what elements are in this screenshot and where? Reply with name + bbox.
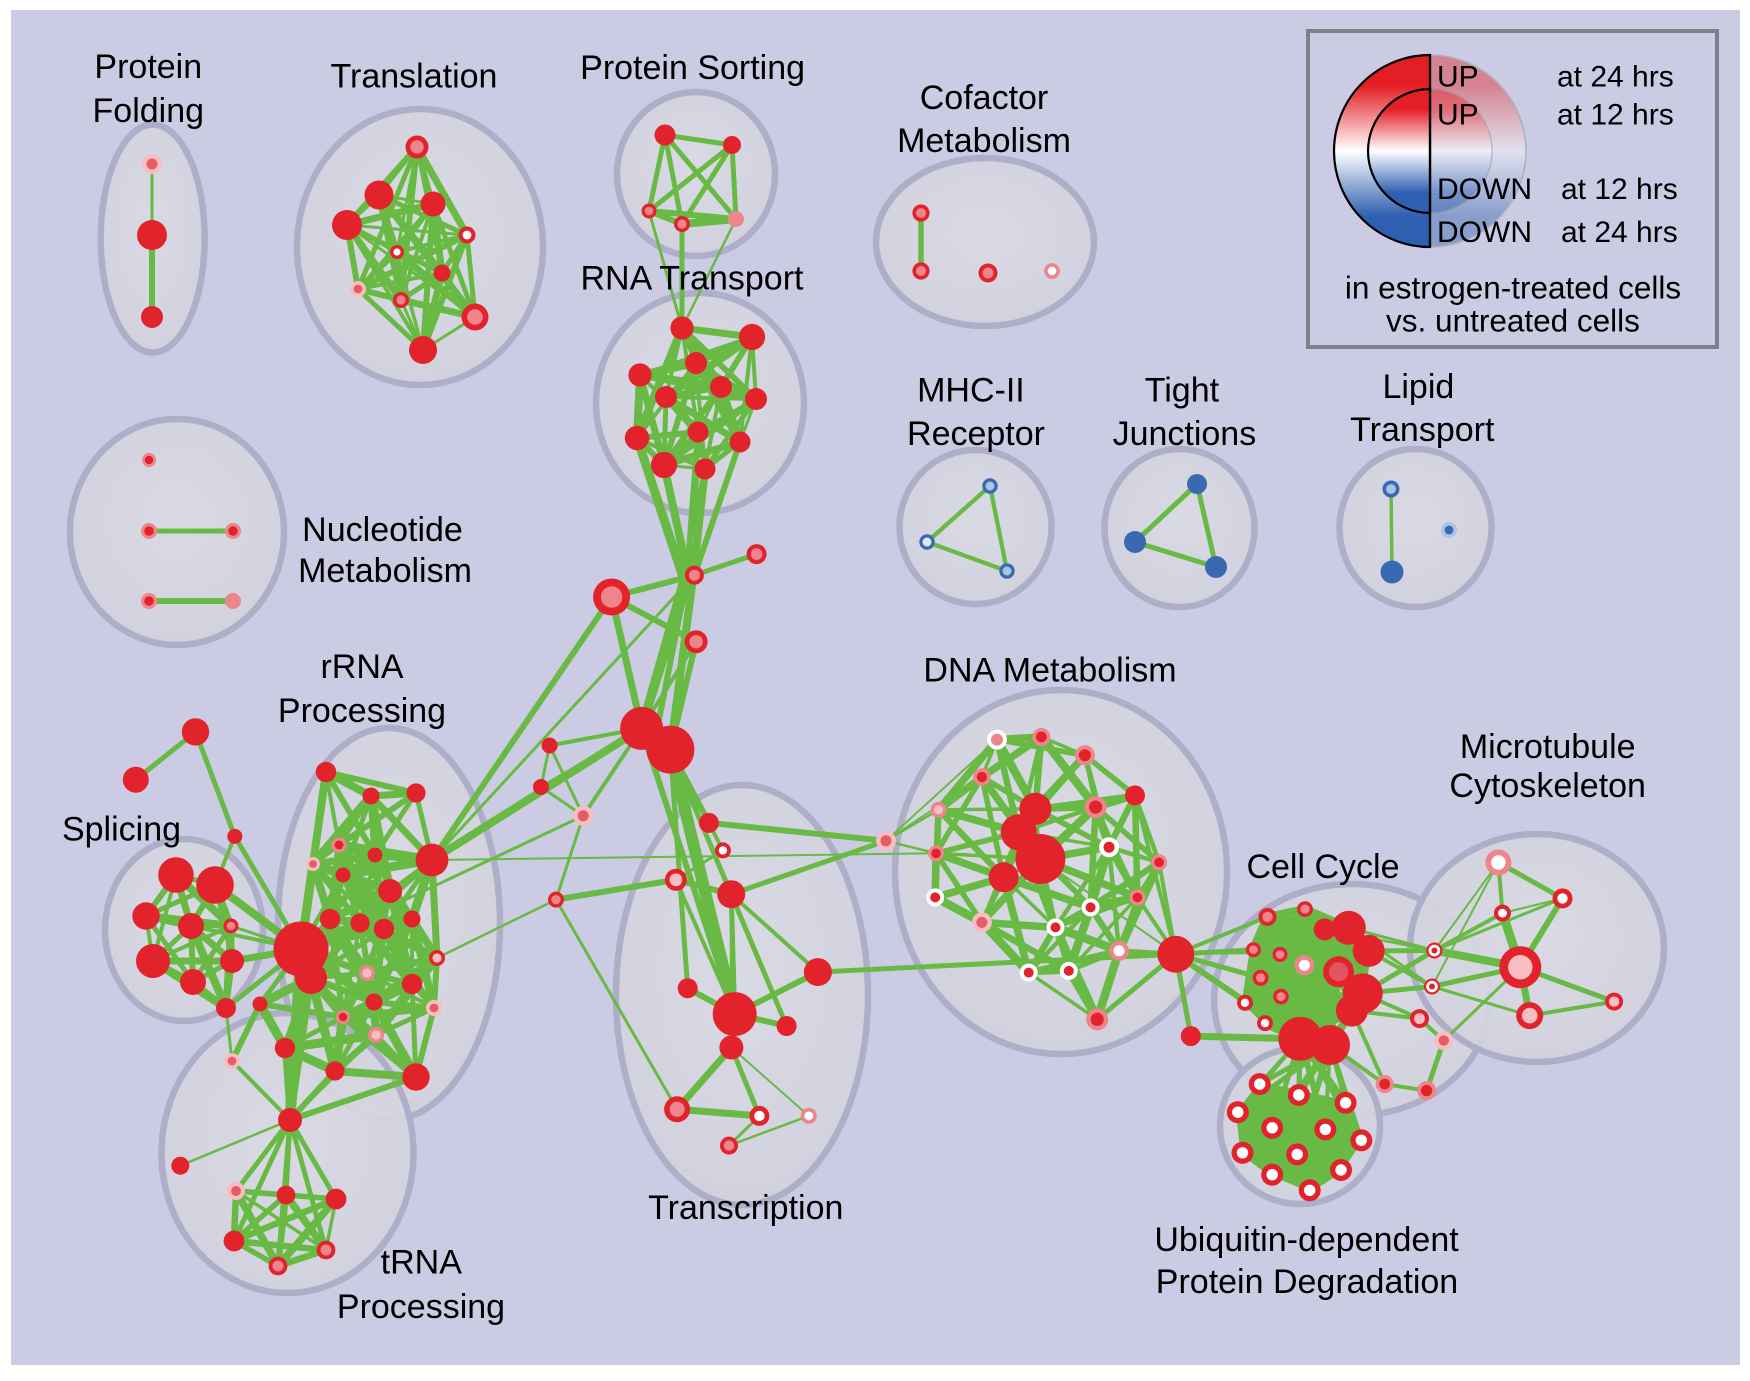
svg-text:Splicing: Splicing xyxy=(62,811,181,849)
svg-text:UP: UP xyxy=(1437,61,1479,94)
svg-text:Translation: Translation xyxy=(331,57,498,95)
svg-text:in estrogen-treated cells: in estrogen-treated cells xyxy=(1345,270,1681,306)
svg-text:at 12 hrs: at 12 hrs xyxy=(1557,99,1674,132)
svg-text:Protein: Protein xyxy=(94,48,202,86)
svg-text:DOWN: DOWN xyxy=(1437,173,1532,206)
svg-text:Cofactor: Cofactor xyxy=(920,79,1049,117)
svg-text:Processing: Processing xyxy=(278,692,446,730)
svg-text:Cell Cycle: Cell Cycle xyxy=(1246,848,1399,886)
svg-text:Folding: Folding xyxy=(93,92,205,130)
svg-text:at 24 hrs: at 24 hrs xyxy=(1561,216,1678,249)
svg-text:rRNA: rRNA xyxy=(320,648,403,686)
svg-text:MHC-II: MHC-II xyxy=(917,371,1025,409)
svg-text:Ubiquitin-dependent: Ubiquitin-dependent xyxy=(1154,1221,1459,1259)
svg-text:UP: UP xyxy=(1437,99,1479,132)
svg-text:Transcription: Transcription xyxy=(648,1189,843,1227)
svg-text:Protein Degradation: Protein Degradation xyxy=(1156,1263,1458,1301)
svg-text:Junctions: Junctions xyxy=(1113,415,1257,453)
svg-text:Receptor: Receptor xyxy=(907,415,1045,453)
svg-text:at 24 hrs: at 24 hrs xyxy=(1557,61,1674,94)
svg-text:Transport: Transport xyxy=(1350,411,1495,449)
svg-text:Tight: Tight xyxy=(1145,371,1220,409)
svg-text:Processing: Processing xyxy=(337,1288,505,1326)
svg-text:tRNA: tRNA xyxy=(381,1244,463,1282)
svg-text:Nucleotide: Nucleotide xyxy=(302,511,463,549)
svg-text:Microtubule: Microtubule xyxy=(1460,728,1636,766)
svg-text:RNA Transport: RNA Transport xyxy=(581,260,805,298)
svg-text:Protein Sorting: Protein Sorting xyxy=(580,49,805,87)
svg-text:Cytoskeleton: Cytoskeleton xyxy=(1449,767,1646,805)
svg-text:vs. untreated cells: vs. untreated cells xyxy=(1386,303,1640,339)
svg-text:Metabolism: Metabolism xyxy=(897,122,1071,160)
svg-text:DOWN: DOWN xyxy=(1437,216,1532,249)
svg-text:Lipid: Lipid xyxy=(1382,368,1454,406)
svg-text:DNA Metabolism: DNA Metabolism xyxy=(923,652,1176,690)
svg-text:Metabolism: Metabolism xyxy=(298,552,472,590)
svg-text:at 12 hrs: at 12 hrs xyxy=(1561,173,1678,206)
